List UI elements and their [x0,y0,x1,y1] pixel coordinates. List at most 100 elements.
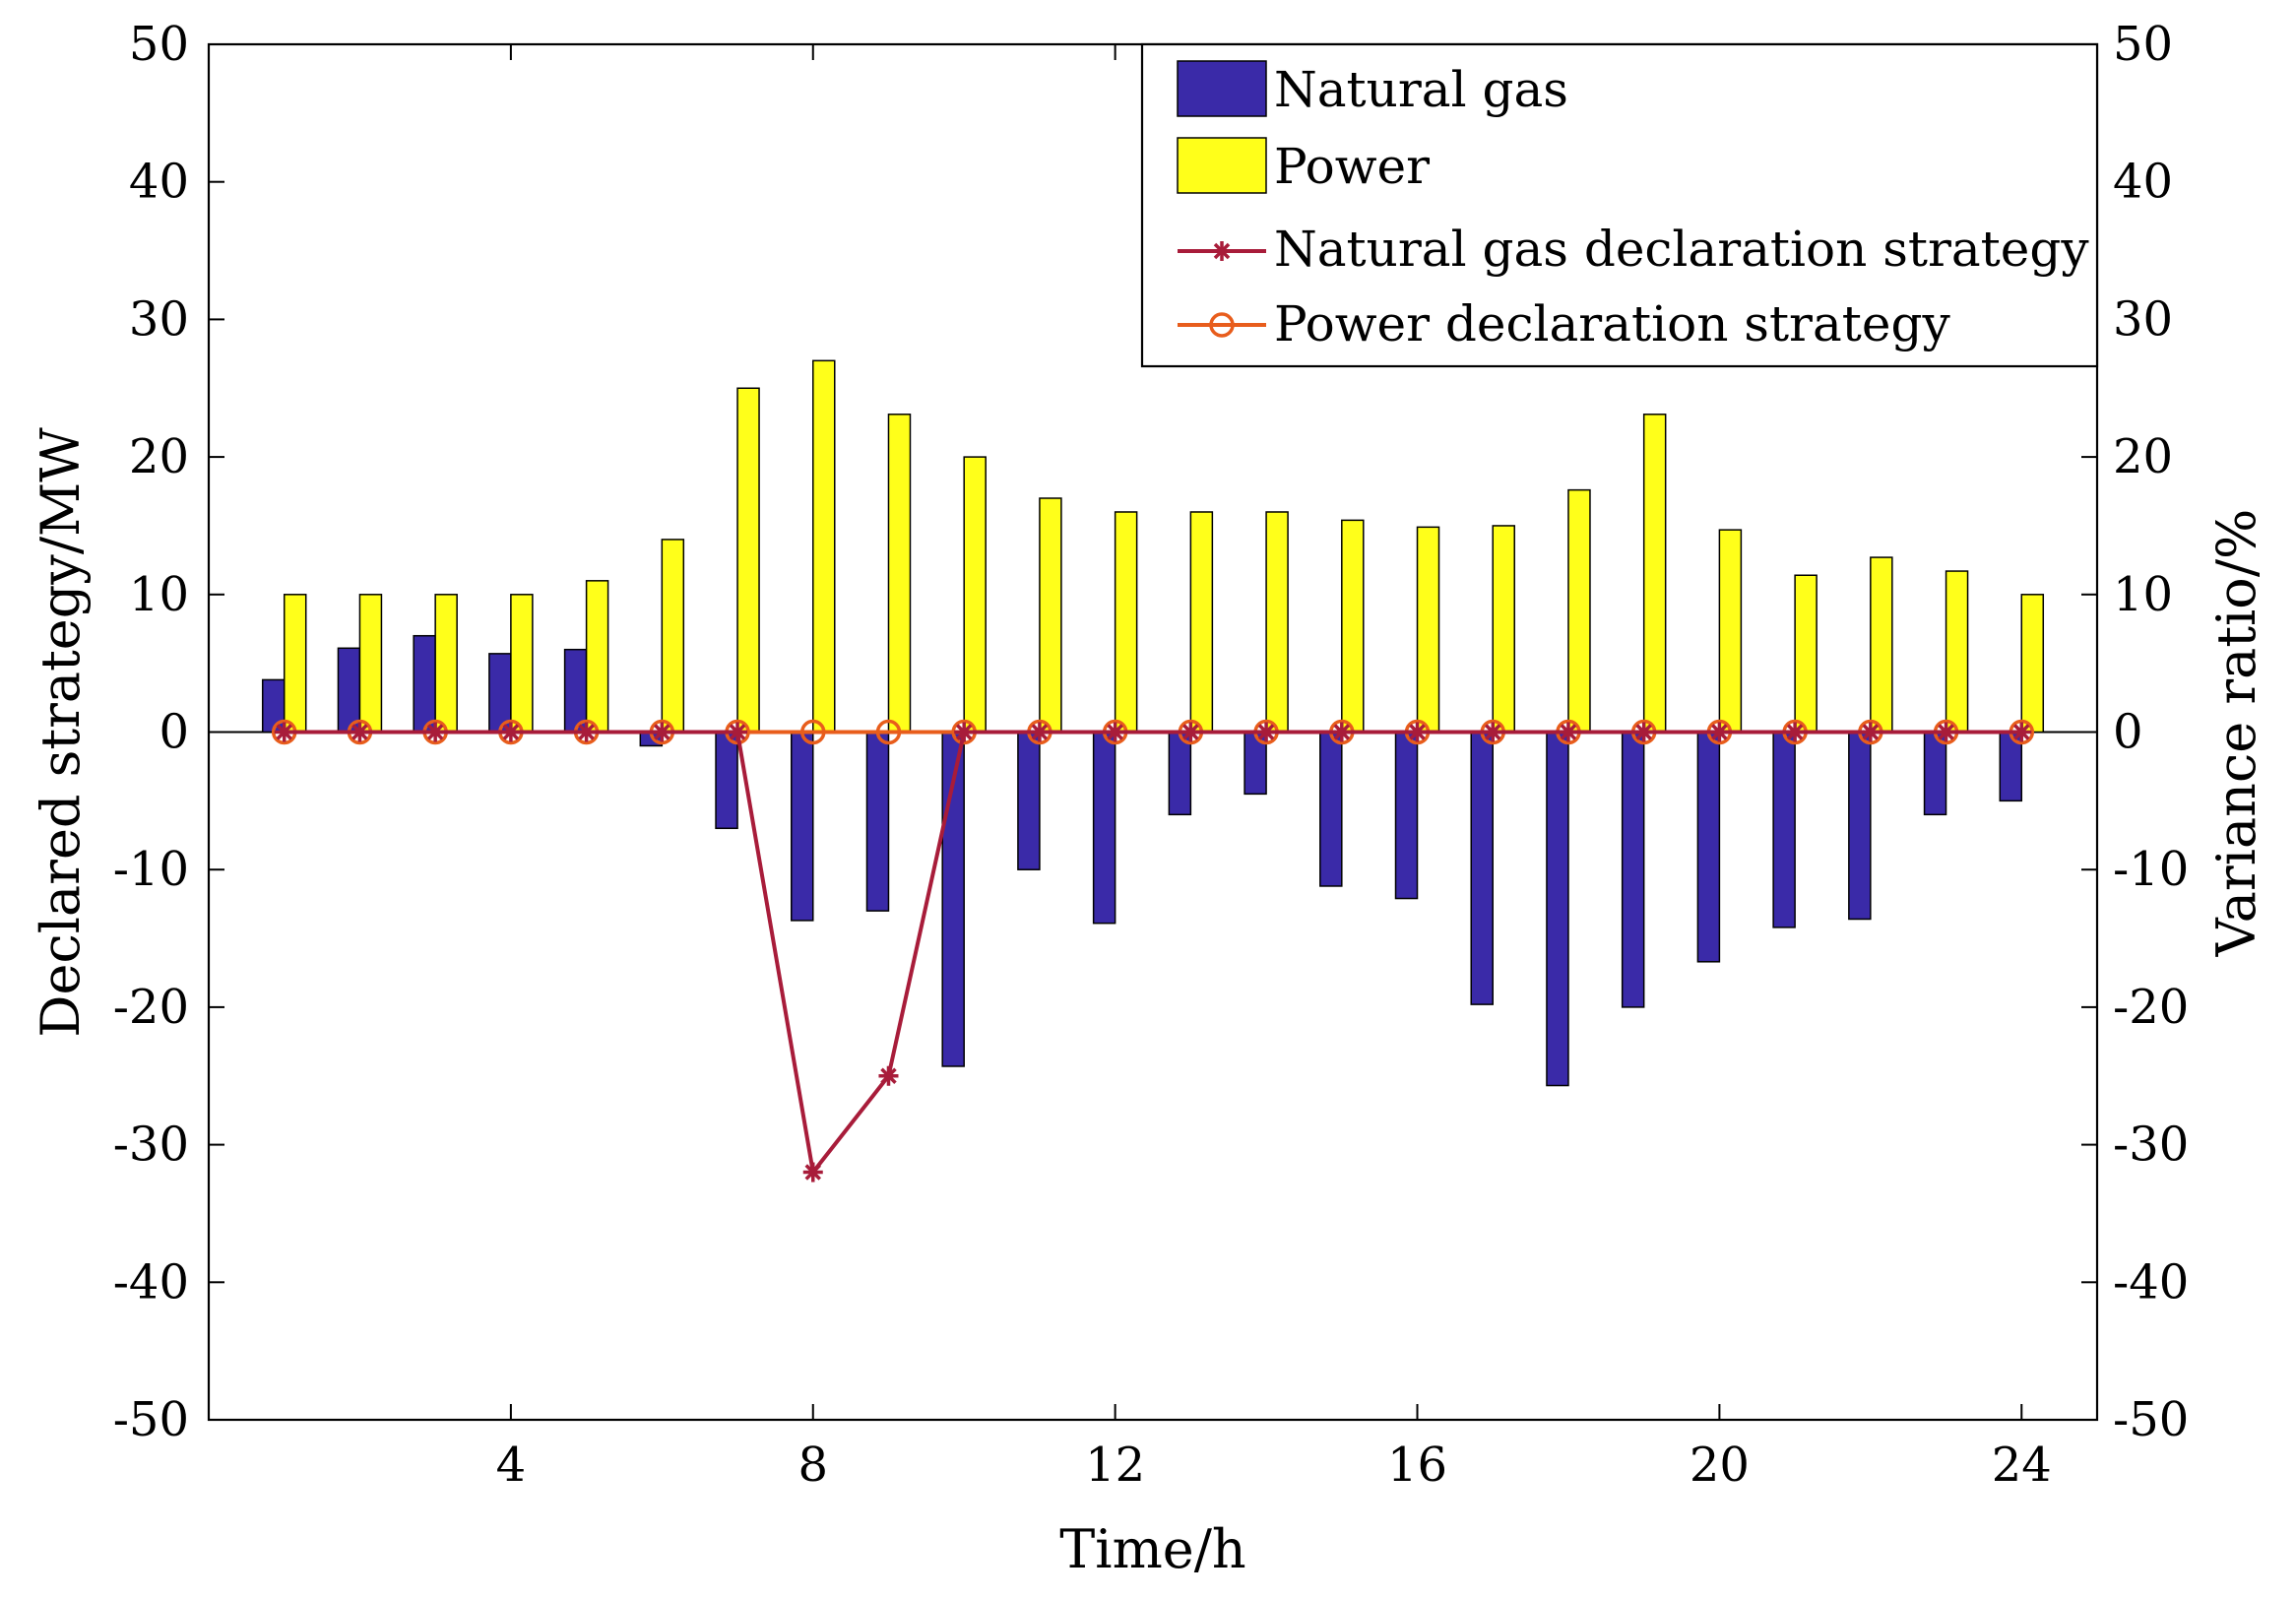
bar-natural-gas-2 [337,647,361,734]
y-axis-label-right: Variance ratio/% [2205,509,2267,958]
bar-natural-gas-13 [1168,731,1192,816]
bar-power-17 [1492,525,1515,734]
y-tick-label-left-50: 50 [129,17,189,72]
bar-power-9 [887,414,912,734]
bar-power-12 [1114,511,1138,734]
line-natural-gas-declaration-strategy [284,730,2022,1178]
bar-natural-gas-3 [413,634,436,734]
point-natural-gas-declaration-strategy-24 [2011,722,2032,742]
bar-power-4 [510,594,534,734]
y-tick-label-left--30: -30 [113,1118,189,1173]
bar-power-13 [1189,511,1214,734]
y-tick-label-right--10: -10 [2113,842,2189,897]
y-tick-label-right-40: 40 [2113,155,2173,210]
point-natural-gas-declaration-strategy-23 [1936,722,1956,742]
bar-power-24 [2020,594,2045,734]
bar-natural-gas-19 [1621,731,1645,1008]
point-natural-gas-declaration-strategy-8 [802,1162,823,1183]
point-power-declaration-strategy-8 [800,719,826,745]
y-tick-label-left-10: 10 [129,567,189,622]
point-natural-gas-declaration-strategy-16 [1407,722,1428,742]
point-natural-gas-declaration-strategy-19 [1633,722,1654,742]
y-tick-label-left-0: 0 [159,705,189,760]
point-natural-gas-declaration-strategy-4 [500,722,521,742]
bar-power-11 [1039,497,1062,734]
point-natural-gas-declaration-strategy-10 [954,722,975,742]
point-natural-gas-declaration-strategy-3 [425,722,446,742]
point-natural-gas-declaration-strategy-2 [350,722,370,742]
y-tick-label-left--50: -50 [113,1392,189,1447]
bar-power-3 [434,594,458,734]
point-natural-gas-declaration-strategy-7 [728,722,748,742]
bar-natural-gas-21 [1772,731,1796,928]
bar-power-15 [1341,519,1365,734]
bar-power-16 [1416,526,1440,734]
bar-natural-gas-23 [1923,731,1947,816]
bar-natural-gas-16 [1394,731,1419,900]
bar-natural-gas-22 [1848,731,1872,921]
point-natural-gas-declaration-strategy-5 [576,722,597,742]
lines-layer [271,719,2035,1183]
bar-power-10 [963,456,987,734]
point-natural-gas-declaration-strategy-9 [878,1065,899,1086]
legend: Natural gas Power Natural gas declaratio… [1140,42,2099,368]
legend-box [1140,42,2099,368]
bar-power-18 [1567,488,1591,734]
y-tick-label-left--20: -20 [113,980,189,1035]
point-natural-gas-declaration-strategy-17 [1483,722,1503,742]
bar-natural-gas-9 [865,731,890,912]
y-tick-label-left-40: 40 [129,155,189,210]
bar-power-1 [283,594,307,734]
bar-power-23 [1945,570,1969,734]
point-natural-gas-declaration-strategy-14 [1256,722,1277,742]
bar-natural-gas-15 [1319,731,1343,887]
point-natural-gas-declaration-strategy-22 [1860,722,1881,742]
point-natural-gas-declaration-strategy-20 [1709,722,1730,742]
bar-power-20 [1718,529,1743,734]
point-power-declaration-strategy-9 [875,719,902,745]
legend-marker-circle-icon [1209,312,1235,338]
y-axis-label-left: Declared strategy/MW [30,427,92,1038]
bar-power-22 [1870,556,1893,734]
bar-natural-gas-20 [1696,731,1721,963]
x-tick-label-20: 20 [1690,1438,1750,1493]
x-tick-label-16: 16 [1387,1438,1447,1493]
bar-power-6 [661,539,685,734]
bar-power-14 [1265,511,1289,734]
x-tick-label-12: 12 [1085,1438,1145,1493]
point-natural-gas-declaration-strategy-21 [1785,722,1806,742]
y-tick-label-left-30: 30 [129,291,189,347]
y-tick-label-right-30: 30 [2113,291,2173,347]
y-tick-label-right--20: -20 [2113,980,2189,1035]
legend-label-power-declaration: Power declaration strategy [1274,295,1950,352]
legend-swatch-natural-gas [1177,60,1267,117]
bars-layer [209,359,2097,1087]
bar-power-21 [1794,574,1818,734]
y-tick-label-left-20: 20 [129,429,189,484]
point-natural-gas-declaration-strategy-18 [1558,722,1578,742]
y-tick-label-right-10: 10 [2113,567,2173,622]
y-tick-label-right-0: 0 [2113,705,2143,760]
point-natural-gas-declaration-strategy-6 [652,722,672,742]
bar-power-2 [358,594,383,734]
legend-marker-asterisk-icon [1212,241,1232,261]
bar-power-8 [812,359,836,734]
bar-natural-gas-18 [1546,731,1569,1087]
bar-power-7 [736,387,760,734]
legend-label-natural-gas: Natural gas [1274,61,1568,118]
bar-power-19 [1642,414,1667,734]
point-natural-gas-declaration-strategy-12 [1105,722,1125,742]
x-tick-label-24: 24 [1992,1438,2052,1493]
bar-natural-gas-17 [1470,731,1494,1005]
x-axis-label: Time/h [1059,1518,1245,1580]
bar-natural-gas-11 [1017,731,1041,870]
legend-label-power: Power [1274,138,1430,195]
bar-natural-gas-12 [1092,731,1116,925]
x-tick-label-4: 4 [496,1438,527,1493]
bar-natural-gas-8 [791,731,814,922]
y-tick-label-right--30: -30 [2113,1118,2189,1173]
point-natural-gas-declaration-strategy-15 [1331,722,1352,742]
y-tick-label-right--50: -50 [2113,1392,2189,1447]
bar-natural-gas-1 [261,678,286,734]
